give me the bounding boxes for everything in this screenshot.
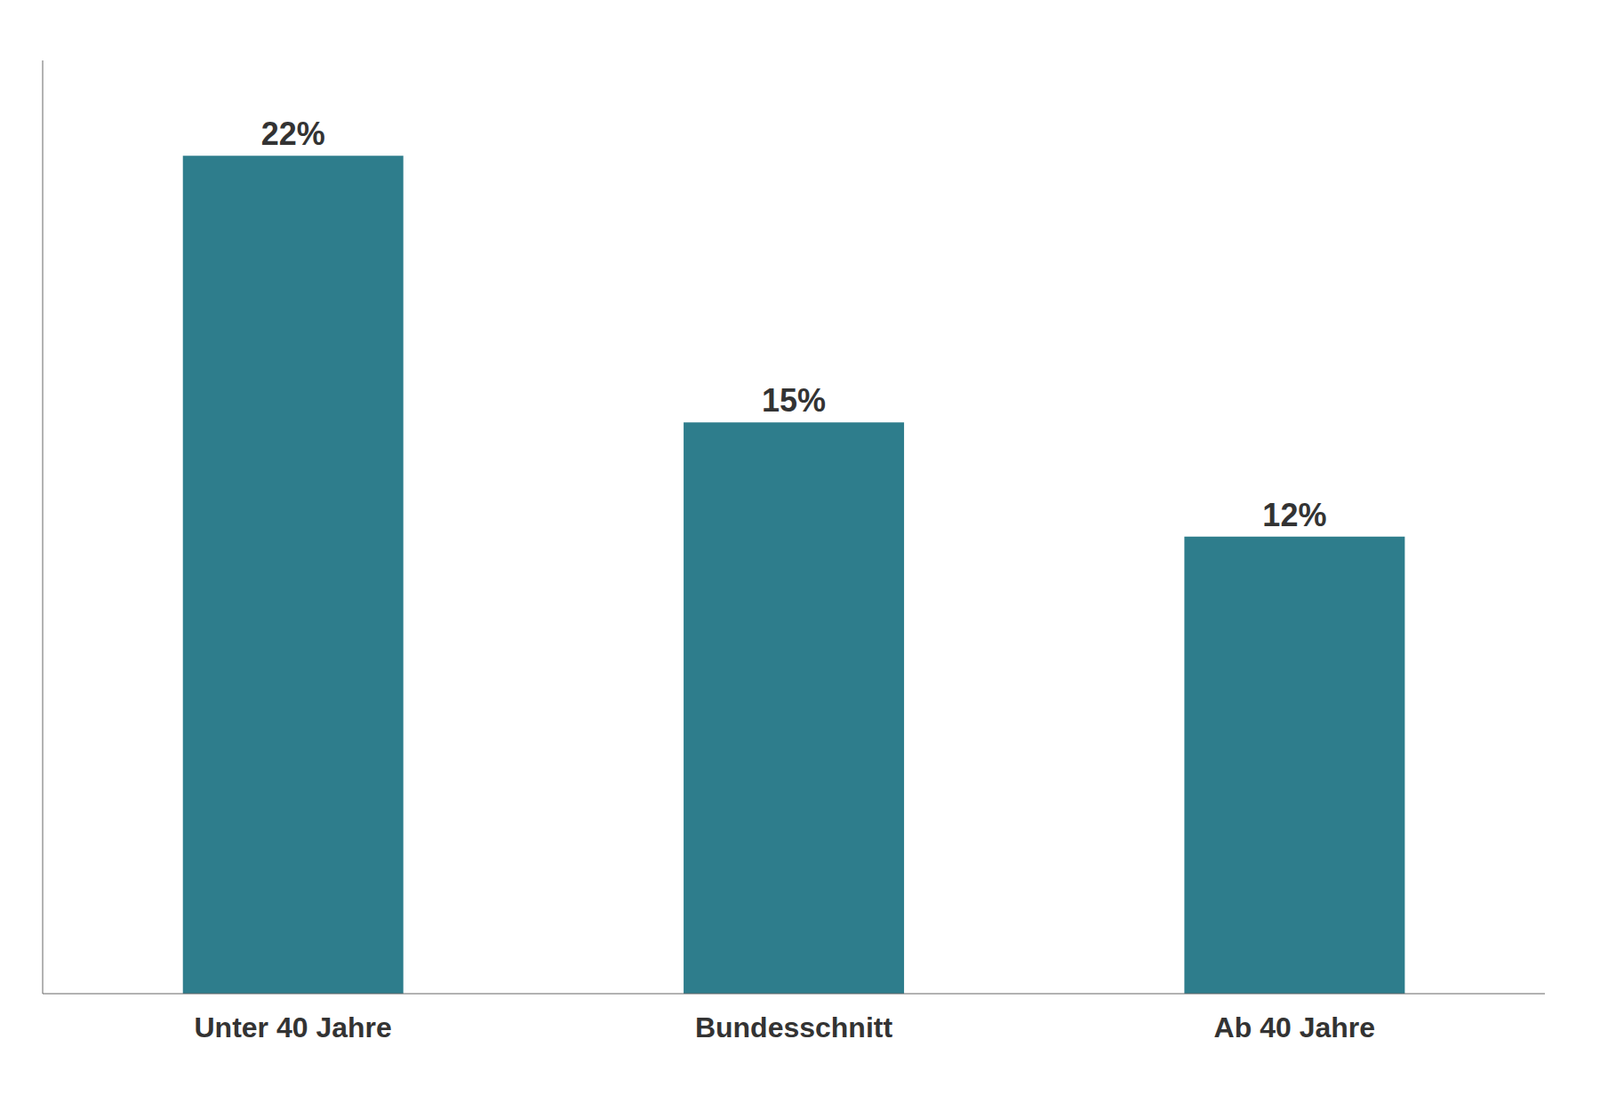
svg-text:Bundesschnitt: Bundesschnitt	[695, 1011, 894, 1044]
svg-text:15%: 15%	[761, 382, 826, 419]
svg-text:Ab 40 Jahre: Ab 40 Jahre	[1214, 1011, 1376, 1044]
svg-text:12%: 12%	[1262, 496, 1327, 534]
svg-text:Unter 40 Jahre: Unter 40 Jahre	[194, 1011, 392, 1044]
svg-text:22%: 22%	[261, 115, 326, 152]
